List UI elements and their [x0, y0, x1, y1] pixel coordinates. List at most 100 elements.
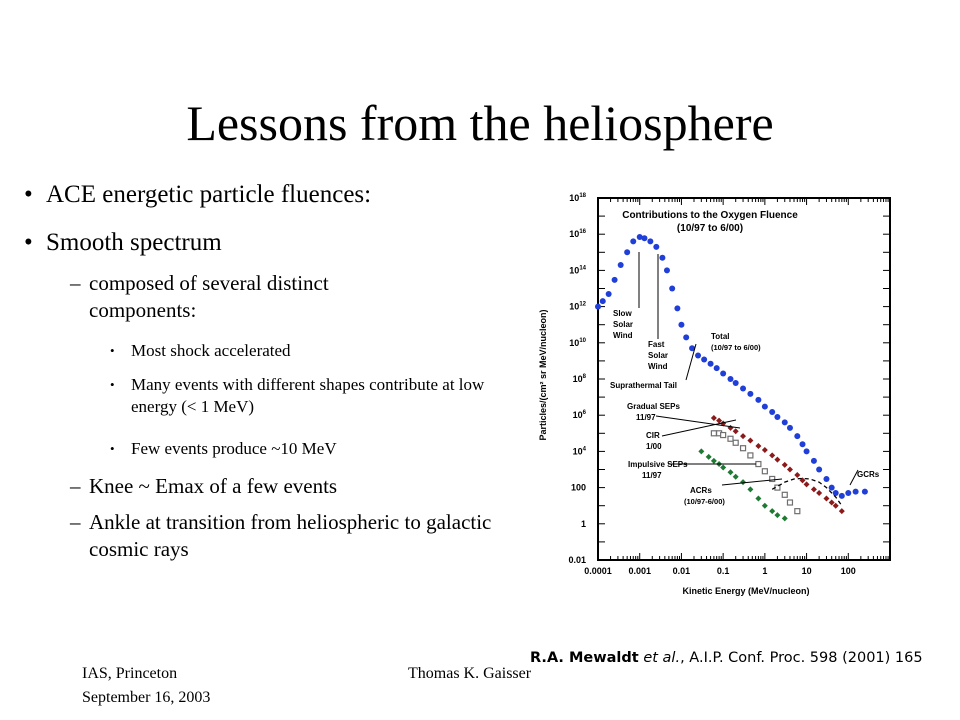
- legend-total-label: Total: [711, 332, 730, 341]
- bullet-dash: –: [70, 474, 81, 498]
- data-point-cir: [710, 430, 717, 437]
- y-tick-label: 1016: [569, 229, 586, 239]
- annotation-gcrs: GCRs: [857, 470, 880, 479]
- data-point-total: [674, 305, 681, 312]
- bullet-dot: •: [110, 441, 115, 456]
- x-tick-label: 0.01: [673, 566, 691, 576]
- data-point-total: [740, 385, 747, 392]
- y-tick-label: 1014: [569, 265, 586, 275]
- oxygen-fluence-chart: Particles/(cm² sr MeV/nucleon) Kinetic E…: [538, 193, 891, 596]
- data-point-cir: [727, 435, 734, 442]
- data-point-impulsive-seps: [781, 515, 788, 522]
- leader-line-gcrs: [849, 469, 859, 486]
- data-point-cir: [781, 491, 788, 498]
- data-point-total: [747, 390, 754, 397]
- legend-impulsive-label: Impulsive SEPs: [628, 460, 688, 469]
- annotation-text: Fast: [648, 340, 665, 349]
- data-point-total: [755, 396, 762, 403]
- data-point-total: [683, 334, 690, 341]
- data-point-impulsive-seps: [720, 464, 727, 471]
- annotation-text: Solar: [648, 351, 668, 360]
- data-point-gradual-seps: [740, 433, 747, 440]
- y-tick-label: 1010: [569, 338, 586, 348]
- series-line-acrs: [771, 477, 843, 507]
- y-tick-label: 1: [581, 519, 586, 529]
- annotation-text: Slow: [613, 309, 632, 318]
- data-point-impulsive-seps: [747, 486, 754, 493]
- data-point-total: [636, 234, 643, 241]
- data-point-cir: [732, 439, 739, 446]
- bullet-text: ACE energetic particle fluences:: [46, 181, 372, 208]
- x-axis-label: Kinetic Energy (MeV/nucleon): [682, 586, 809, 596]
- data-point-total: [816, 466, 823, 473]
- sub-sub-bullet-text: Few events produce ~10 MeV: [131, 439, 337, 458]
- data-point-total: [838, 492, 845, 499]
- data-point-cir: [747, 452, 754, 459]
- data-point-gradual-seps: [732, 428, 739, 435]
- data-point-total: [611, 276, 618, 283]
- data-point-total: [659, 254, 666, 261]
- data-point-cir: [720, 431, 727, 439]
- data-point-cir: [786, 499, 794, 506]
- data-point-total: [720, 370, 727, 377]
- bullet-dot: •: [110, 343, 115, 358]
- x-tick-label: 100: [841, 566, 856, 576]
- annotation-suprathermal-tail: Suprathermal Tail: [610, 381, 677, 390]
- legend-gradual-label: Gradual SEPs: [627, 402, 680, 411]
- data-point-total: [701, 356, 708, 363]
- data-point-gradual-seps: [803, 481, 810, 488]
- data-point-total: [605, 290, 612, 297]
- legend-cir-label: CIR: [646, 431, 660, 440]
- data-point-total: [794, 433, 801, 440]
- bullet-text: Smooth spectrum: [46, 229, 222, 256]
- footer-venue: IAS, Princeton: [82, 665, 178, 682]
- data-point-impulsive-seps: [698, 448, 705, 455]
- data-point-gradual-seps: [716, 417, 723, 424]
- data-point-cir: [755, 460, 762, 468]
- sub-sub-bullet-text: Most shock accelerated: [131, 341, 291, 360]
- legend-acrs-sublabel: (10/97-6/00): [684, 497, 725, 506]
- x-tick-label: 0.001: [628, 566, 651, 576]
- leader-line-acrs: [721, 478, 783, 486]
- bullet-dot: •: [24, 181, 33, 208]
- legend-acrs-label: ACRs: [690, 486, 712, 495]
- legend-cir-sublabel: 1/00: [646, 442, 662, 451]
- data-point-total: [786, 424, 793, 431]
- data-point-gradual-seps: [774, 456, 781, 463]
- footer-author: Thomas K. Gaisser: [408, 665, 532, 682]
- data-point-total: [799, 441, 806, 448]
- data-point-impulsive-seps: [732, 473, 739, 480]
- y-tick-label: 104: [573, 446, 587, 456]
- data-point-total: [810, 457, 817, 464]
- y-tick-label: 106: [573, 410, 587, 420]
- annotation-text: Wind: [648, 362, 668, 371]
- x-tick-label: 0.1: [717, 566, 730, 576]
- data-point-total: [832, 490, 839, 497]
- x-tick-label: 10: [802, 566, 812, 576]
- data-point-gradual-seps: [810, 486, 817, 493]
- y-axis-label: Particles/(cm² sr MeV/nucleon): [538, 309, 548, 440]
- annotation-slow-solar-wind: Slow Solar Wind: [613, 309, 633, 340]
- data-point-gradual-seps: [727, 424, 734, 431]
- legend-impulsive-sublabel: 11/97: [642, 471, 662, 480]
- data-point-total: [774, 413, 781, 420]
- data-point-total: [769, 409, 776, 416]
- data-point-total: [624, 249, 631, 256]
- data-point-total: [617, 261, 624, 268]
- data-point-gradual-seps: [710, 415, 717, 422]
- leader-line-suprathermal: [685, 343, 697, 381]
- data-point-total: [669, 285, 676, 292]
- data-point-impulsive-seps: [727, 469, 734, 476]
- y-tick-label: 108: [573, 374, 587, 384]
- sub-bullet-text: Ankle at transition from heliospheric to…: [89, 510, 492, 561]
- data-point-total: [663, 267, 670, 274]
- data-point-cir: [794, 508, 801, 515]
- annotation-text: Solar: [613, 320, 633, 329]
- data-point-cir: [739, 445, 747, 452]
- data-point-gradual-seps: [761, 446, 768, 453]
- data-point-impulsive-seps: [774, 512, 781, 519]
- data-point-gradual-seps: [786, 466, 793, 473]
- data-point-gradual-seps: [769, 452, 776, 459]
- data-point-gradual-seps: [781, 461, 788, 468]
- y-tick-label: 1012: [569, 302, 586, 312]
